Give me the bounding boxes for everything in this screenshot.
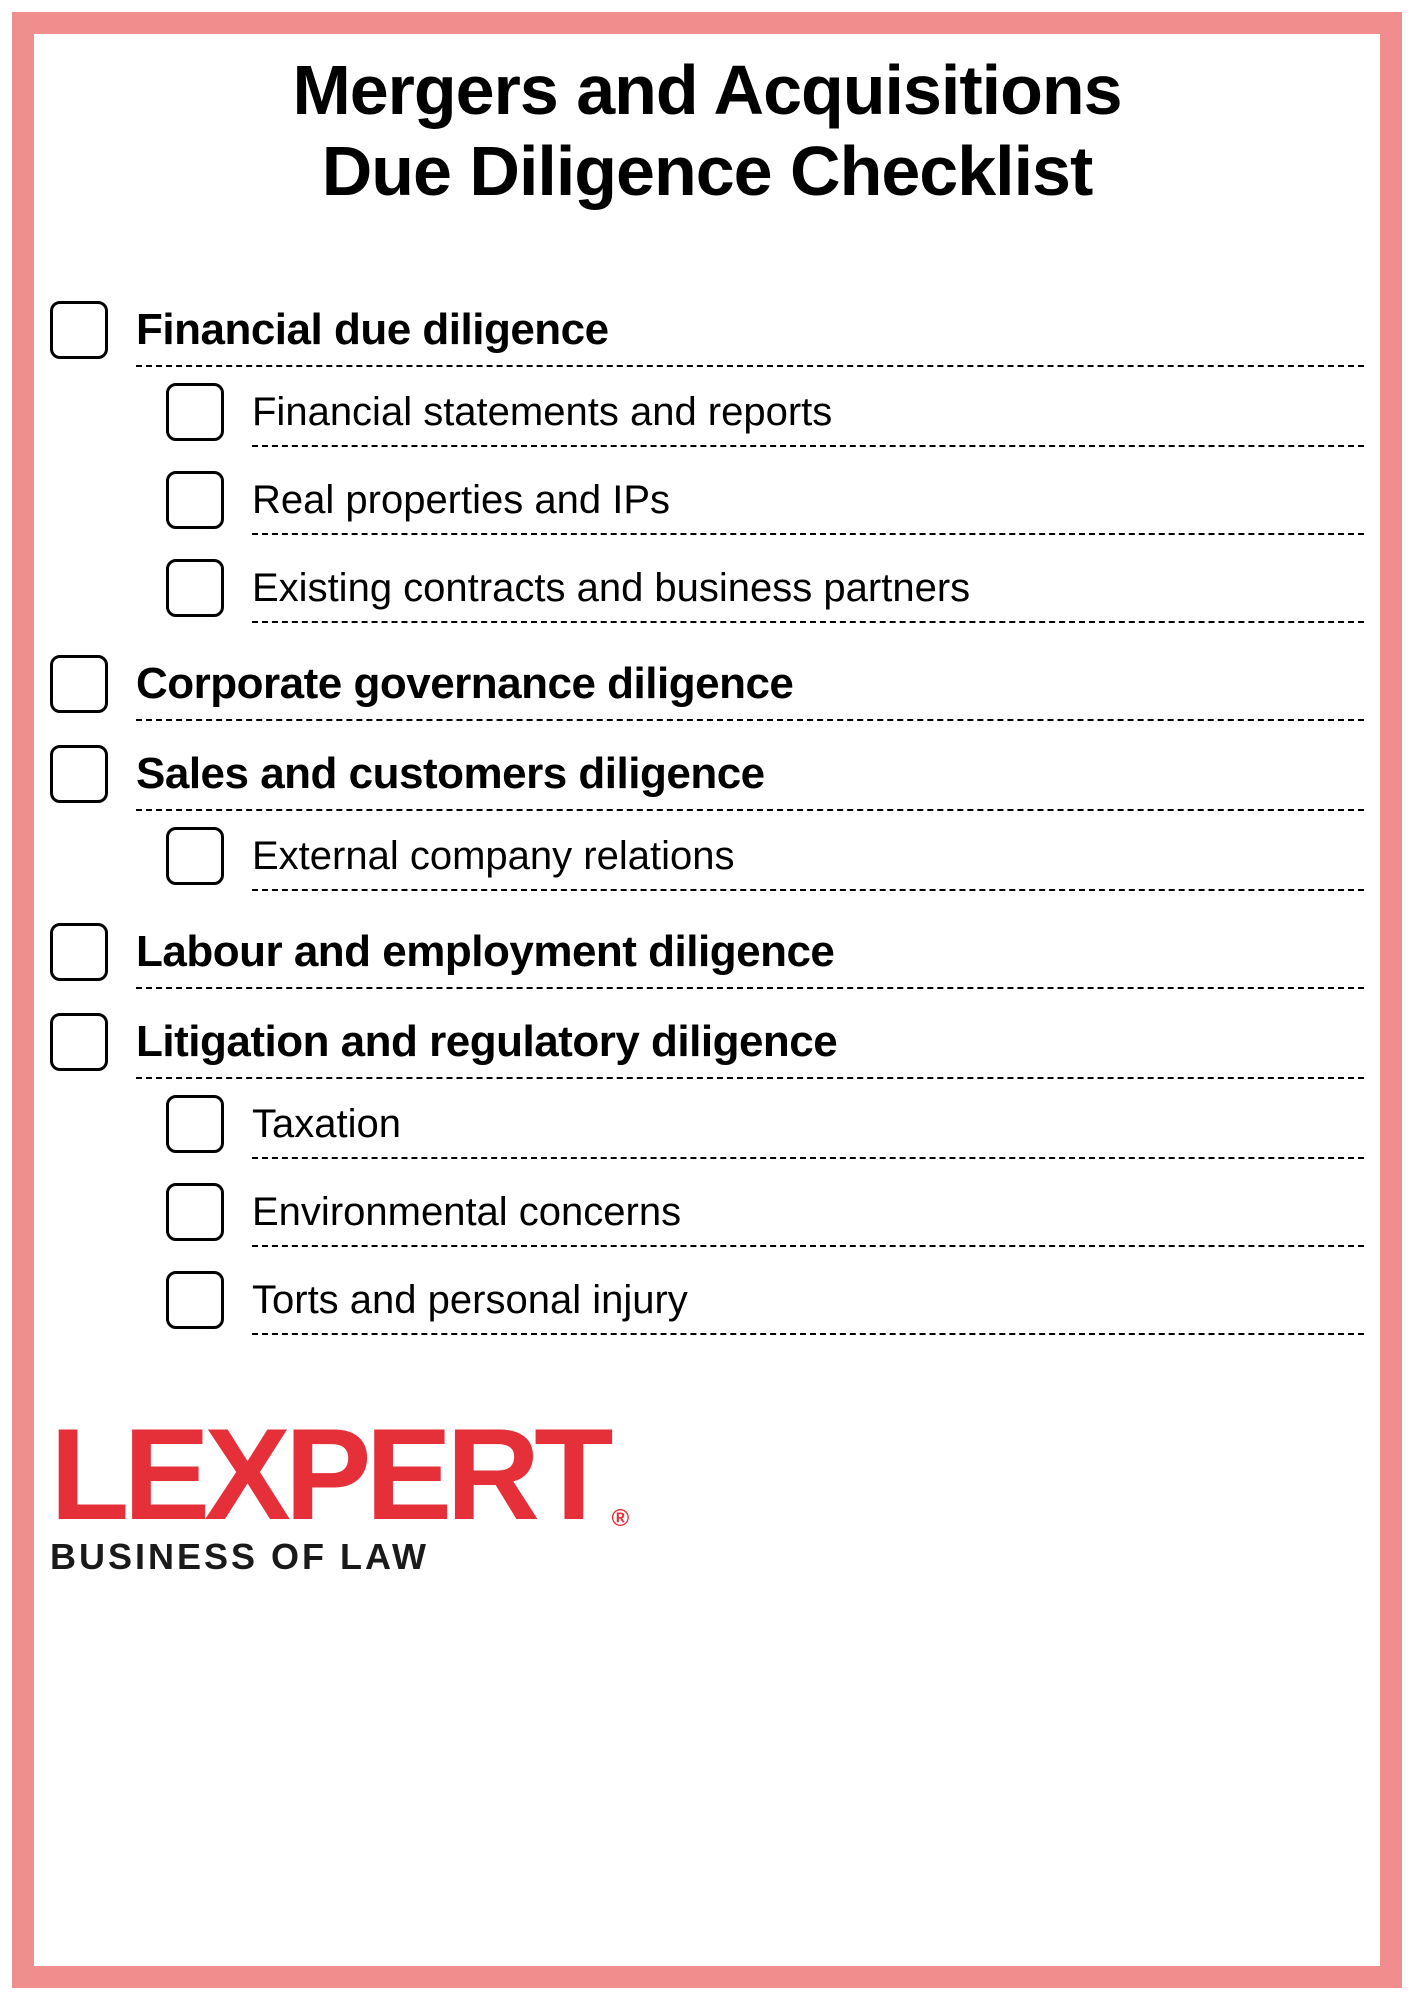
sub-label: External company relations xyxy=(252,827,1364,885)
sub-label: Taxation xyxy=(252,1095,1364,1153)
sub-divider xyxy=(252,621,1364,623)
section-body: Labour and employment diligence xyxy=(136,923,1364,1005)
section-body: Litigation and regulatory diligence Taxat… xyxy=(136,1013,1364,1359)
sub-label: Financial statements and reports xyxy=(252,383,1364,441)
sub-body: Financial statements and reports xyxy=(252,383,1364,465)
sub-label: Environmental concerns xyxy=(252,1183,1364,1241)
checklist-section: Financial due diligence Financial stateme… xyxy=(50,301,1364,647)
sub-item: External company relations xyxy=(166,827,1364,909)
sub-checkbox[interactable] xyxy=(166,1183,224,1241)
sub-body: Existing contracts and business partners xyxy=(252,559,1364,641)
section-title: Financial due diligence xyxy=(136,301,1364,359)
sub-divider xyxy=(252,1245,1364,1247)
sub-divider xyxy=(252,533,1364,535)
registered-mark: ® xyxy=(612,1505,630,1532)
section-checkbox[interactable] xyxy=(50,655,108,713)
content-area: Mergers and Acquisitions Due Diligence C… xyxy=(50,50,1364,1950)
sub-item: Taxation xyxy=(166,1095,1364,1177)
logo-text: LEXPERT® xyxy=(50,1419,1364,1530)
section-title: Sales and customers diligence xyxy=(136,745,1364,803)
page-title: Mergers and Acquisitions Due Diligence C… xyxy=(50,50,1364,211)
checklist-section: Sales and customers diligence External co… xyxy=(50,745,1364,915)
sub-label: Torts and personal injury xyxy=(252,1271,1364,1329)
sub-label: Existing contracts and business partners xyxy=(252,559,1364,617)
logo-tagline: BUSINESS OF LAW xyxy=(50,1536,1364,1578)
sub-checkbox[interactable] xyxy=(166,1271,224,1329)
sub-divider xyxy=(252,1333,1364,1335)
checklist-section: Corporate governance diligence xyxy=(50,655,1364,737)
section-body: Sales and customers diligence External co… xyxy=(136,745,1364,915)
section-divider xyxy=(136,365,1364,367)
section-divider xyxy=(136,719,1364,721)
section-divider xyxy=(136,809,1364,811)
section-title: Corporate governance diligence xyxy=(136,655,1364,713)
sub-checkbox[interactable] xyxy=(166,471,224,529)
section-title: Labour and employment diligence xyxy=(136,923,1364,981)
sub-body: Environmental concerns xyxy=(252,1183,1364,1265)
logo-block: LEXPERT® BUSINESS OF LAW xyxy=(50,1419,1364,1578)
section-body: Financial due diligence Financial stateme… xyxy=(136,301,1364,647)
title-line-2: Due Diligence Checklist xyxy=(322,132,1093,210)
sub-checkbox[interactable] xyxy=(166,827,224,885)
sub-item: Financial statements and reports xyxy=(166,383,1364,465)
sub-checkbox[interactable] xyxy=(166,559,224,617)
sub-body: Torts and personal injury xyxy=(252,1271,1364,1353)
sub-item: Existing contracts and business partners xyxy=(166,559,1364,641)
section-checkbox[interactable] xyxy=(50,745,108,803)
sub-item: Real properties and IPs xyxy=(166,471,1364,553)
section-body: Corporate governance diligence xyxy=(136,655,1364,737)
checklist-section: Labour and employment diligence xyxy=(50,923,1364,1005)
sub-body: External company relations xyxy=(252,827,1364,909)
section-checkbox[interactable] xyxy=(50,1013,108,1071)
section-title: Litigation and regulatory diligence xyxy=(136,1013,1364,1071)
section-checkbox[interactable] xyxy=(50,301,108,359)
sub-item: Environmental concerns xyxy=(166,1183,1364,1265)
section-checkbox[interactable] xyxy=(50,923,108,981)
checklist-section: Litigation and regulatory diligence Taxat… xyxy=(50,1013,1364,1359)
sub-divider xyxy=(252,889,1364,891)
sub-divider xyxy=(252,445,1364,447)
sub-body: Real properties and IPs xyxy=(252,471,1364,553)
title-line-1: Mergers and Acquisitions xyxy=(292,51,1121,129)
section-divider xyxy=(136,1077,1364,1079)
sub-divider xyxy=(252,1157,1364,1159)
sub-label: Real properties and IPs xyxy=(252,471,1364,529)
sub-checkbox[interactable] xyxy=(166,1095,224,1153)
logo-word: LEXPERT xyxy=(50,1401,608,1547)
sub-checkbox[interactable] xyxy=(166,383,224,441)
section-divider xyxy=(136,987,1364,989)
sub-item: Torts and personal injury xyxy=(166,1271,1364,1353)
sub-body: Taxation xyxy=(252,1095,1364,1177)
